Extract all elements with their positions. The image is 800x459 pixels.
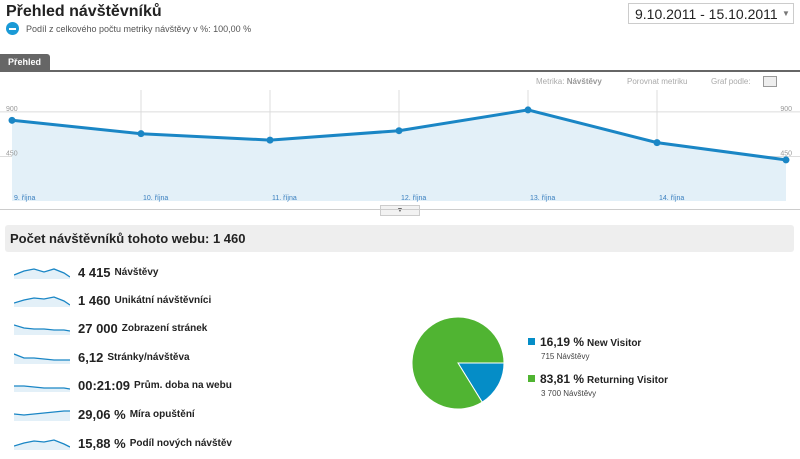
sparkline-icon	[14, 439, 70, 450]
metric-label: Prům. doba na webu	[134, 379, 232, 391]
new-visitor-swatch	[528, 338, 535, 346]
sparkline-icon	[14, 353, 70, 364]
sparkline-icon	[14, 385, 70, 392]
metric-prefix: Metrika:	[536, 77, 565, 86]
chart-data-point[interactable]	[395, 127, 403, 135]
returning-visitor-name: Returning Visitor	[587, 375, 668, 386]
y-tick-label: 900	[6, 106, 18, 113]
summary-bar: Počet návštěvníků tohoto webu: 1 460	[5, 225, 794, 252]
x-tick-label: 12. října	[401, 195, 426, 202]
metric-row[interactable]: 4 415 Návštěvy	[14, 262, 158, 282]
legend-new-visitor: 16,19 % New Visitor 715 Návštěvy	[528, 333, 641, 361]
sparkline-icon	[14, 410, 70, 421]
visits-chart: 900 900 450 450 9. října 10. října 11. října 12…	[0, 90, 800, 202]
chart-data-point[interactable]	[653, 139, 661, 147]
x-tick-label: 10. října	[143, 195, 168, 202]
metric-value: 4 415	[78, 264, 111, 280]
metric-value: 6,12	[78, 349, 104, 365]
chart-bottom-divider	[0, 209, 800, 210]
metric-label: Podíl nových návštěv	[129, 437, 232, 449]
page-title: Přehled návštěvníků	[6, 3, 162, 20]
segment-icon[interactable]	[6, 22, 19, 35]
metric-value: 15,88 %	[78, 435, 126, 451]
metric-value: 27 000	[78, 320, 118, 336]
metric-label: Unikátní návštěvníci	[114, 294, 212, 306]
chevron-down-icon[interactable]: ▼	[782, 9, 790, 18]
metric-row[interactable]: 15,88 % Podíl nových návštěv	[14, 433, 232, 453]
visitor-pie-chart	[411, 316, 505, 410]
chart-collapse-handle[interactable]: ▼	[380, 205, 420, 216]
metric-label: Stránky/návštěva	[107, 351, 190, 363]
tab-overview[interactable]: Přehled	[0, 54, 51, 71]
chart-area-fill	[12, 109, 786, 201]
sparkline-icon	[14, 324, 70, 335]
metric-value: 29,06 %	[78, 406, 126, 422]
metric-label: Zobrazení stránek	[121, 322, 208, 334]
metric-value: 00:21:09	[78, 377, 131, 393]
y-tick-label-right: 450	[780, 150, 792, 157]
metric-selector[interactable]: Metrika: Návštěvy	[536, 77, 602, 86]
graph-by-label: Graf podle:	[711, 77, 751, 86]
metric-label: Míra opuštění	[129, 408, 195, 420]
pie-slice-returning-visitor[interactable]	[411, 316, 505, 410]
metric-row[interactable]: 1 460 Unikátní návštěvníci	[14, 290, 211, 310]
pie-slice-new-visitor[interactable]	[457, 362, 505, 403]
legend-returning-visitor: 83,81 % Returning Visitor 3 700 Návštěvy	[528, 370, 668, 398]
chart-data-point[interactable]	[524, 106, 532, 114]
y-tick-label: 450	[6, 150, 18, 157]
chart-data-point[interactable]	[266, 136, 274, 144]
x-tick-label: 13. října	[530, 195, 555, 202]
date-range-text: 9.10.2011 - 15.10.2011	[635, 5, 778, 22]
graph-type-icon[interactable]	[763, 76, 777, 87]
returning-visitor-visits: 3 700 Návštěvy	[541, 389, 597, 398]
sparkline-icon	[14, 268, 70, 279]
segment-text: Podíl z celkového počtu metriky návštěvy…	[26, 23, 252, 34]
x-tick-label: 14. října	[659, 195, 684, 202]
tab-divider	[0, 70, 800, 72]
new-visitor-name: New Visitor	[587, 338, 642, 349]
metric-label: Návštěvy	[114, 266, 159, 278]
metric-value: 1 460	[78, 292, 111, 308]
metric-value[interactable]: Návštěvy	[566, 77, 602, 86]
new-visitor-visits: 715 Návštěvy	[541, 352, 590, 361]
chart-data-point[interactable]	[137, 130, 145, 138]
metric-row[interactable]: 6,12 Stránky/návštěva	[14, 347, 190, 367]
metric-row[interactable]: 27 000 Zobrazení stránek	[14, 318, 207, 338]
metric-row[interactable]: 00:21:09 Prům. doba na webu	[14, 375, 232, 395]
chart-data-point[interactable]	[8, 116, 16, 124]
segment-info: Podíl z celkového počtu metriky návštěvy…	[6, 22, 251, 35]
compare-metric-link[interactable]: Porovnat metriku	[627, 77, 688, 86]
date-range-picker[interactable]: 9.10.2011 - 15.10.2011 ▼	[628, 3, 794, 24]
y-tick-label-right: 900	[780, 106, 792, 113]
x-tick-label: 11. října	[272, 195, 297, 202]
metric-row[interactable]: 29,06 % Míra opuštění	[14, 404, 195, 424]
chart-data-point[interactable]	[782, 156, 790, 164]
new-visitor-pct: 16,19 %	[540, 335, 585, 349]
returning-visitor-pct: 83,81 %	[540, 372, 585, 386]
returning-visitor-swatch	[528, 375, 535, 383]
x-tick-label: 9. října	[14, 195, 36, 202]
sparkline-icon	[14, 296, 70, 307]
